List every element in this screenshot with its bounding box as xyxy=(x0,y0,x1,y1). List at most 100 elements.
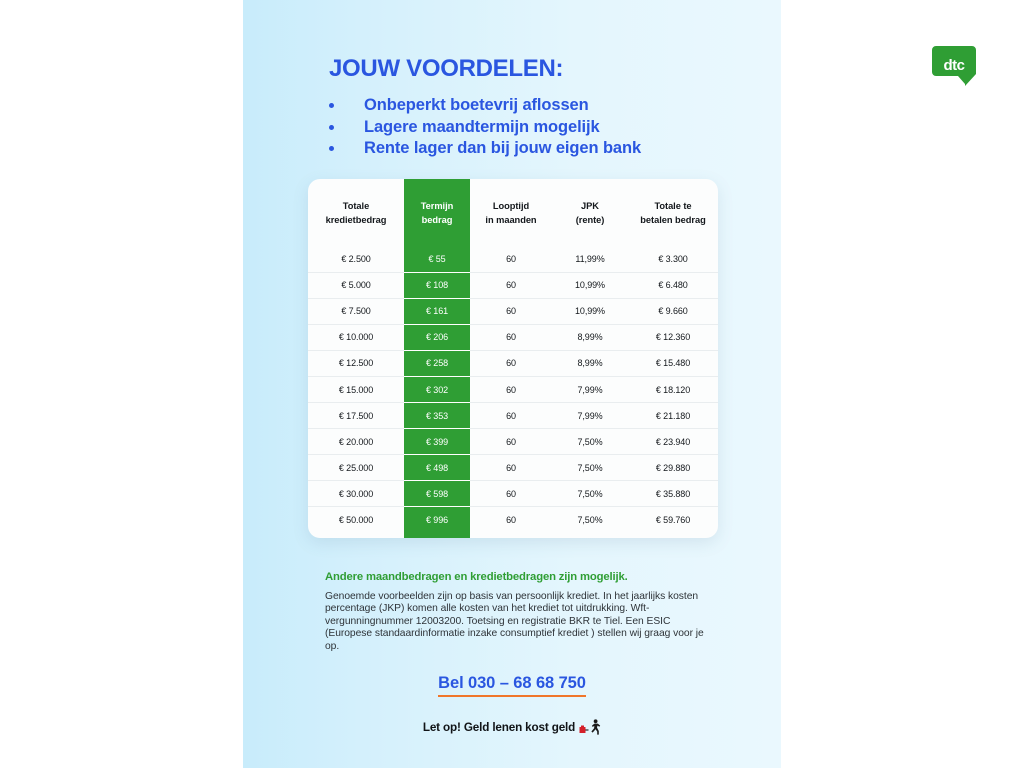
cell-totaal: € 18.120 xyxy=(628,375,718,403)
cell-jkp: 7,50% xyxy=(552,480,628,507)
bullet-icon xyxy=(329,103,334,108)
cell-krediet: € 50.000 xyxy=(308,506,404,534)
cell-totaal: € 3.300 xyxy=(658,253,688,264)
table-row: € 5.000 € 108 60 10,99% € 6.480 xyxy=(308,271,718,299)
cell-totaal: € 35.880 xyxy=(628,480,718,507)
cell-termijn: € 996 xyxy=(404,506,470,534)
header-line-2: betalen bedrag xyxy=(640,214,706,225)
phone-cta[interactable]: Bel 030 – 68 68 750 xyxy=(0,674,1024,697)
cell-jkp: 8,99% xyxy=(552,349,628,377)
cell-jkp: 8,99% xyxy=(552,323,628,351)
list-item: Rente lager dan bij jouw eigen bank xyxy=(329,138,641,160)
cell-krediet: € 17.500 xyxy=(308,402,404,429)
header-line-1: Totale xyxy=(342,200,370,211)
table-row: € 2.500 € 55 60 11,99% € 3.300 xyxy=(308,246,718,272)
table-row: € 10.000 € 206 60 8,99% € 12.360 xyxy=(308,323,718,351)
cell-looptijd: 60 xyxy=(470,506,552,534)
rates-table: Totale kredietbedrag Termijn bedrag Loop… xyxy=(308,179,718,534)
cell-totaal: € 12.360 xyxy=(628,323,718,351)
header-line-1: Termijn xyxy=(420,200,454,211)
cell-looptijd: 60 xyxy=(470,349,552,377)
cell-termijn: € 258 xyxy=(404,349,470,377)
rates-table-body: € 2.500 € 55 60 11,99% € 3.300 € 5.000 €… xyxy=(308,246,718,534)
header-line-2: in maanden xyxy=(485,214,537,225)
cell-krediet: € 20.000 xyxy=(308,428,404,455)
cell-totaal: € 6.480 xyxy=(628,271,718,299)
table-row: € 12.500 € 258 60 8,99% € 15.480 xyxy=(308,349,718,377)
cell-looptijd: 60 xyxy=(506,253,516,264)
list-item: Lagere maandtermijn mogelijk xyxy=(329,117,641,139)
cell-looptijd: 60 xyxy=(470,454,552,481)
list-item: Onbeperkt boetevrij aflossen xyxy=(329,95,641,117)
benefit-label: Onbeperkt boetevrij aflossen xyxy=(364,96,589,114)
cell-termijn: € 206 xyxy=(404,323,470,351)
cell-looptijd: 60 xyxy=(470,297,552,325)
cell-looptijd: 60 xyxy=(470,375,552,403)
cell-krediet: € 25.000 xyxy=(308,454,404,481)
cell-termijn: € 498 xyxy=(404,454,470,481)
header-line-1: Totale te xyxy=(654,200,692,211)
cell-totaal: € 9.660 xyxy=(628,297,718,325)
geld-lenen-kost-geld-icon xyxy=(579,719,601,735)
dtc-logo: dtc xyxy=(932,46,976,91)
cell-krediet: € 7.500 xyxy=(308,297,404,325)
cell-krediet: € 12.500 xyxy=(308,349,404,377)
cell-termijn: € 598 xyxy=(404,480,470,507)
cell-krediet: € 10.000 xyxy=(308,323,404,351)
cell-totaal: € 15.480 xyxy=(628,349,718,377)
phone-number-link[interactable]: Bel 030 – 68 68 750 xyxy=(438,674,586,697)
cell-totaal: € 23.940 xyxy=(628,428,718,455)
footer-disclaimer: Genoemde voorbeelden zijn op basis van p… xyxy=(325,591,704,652)
column-header-krediet: Totale kredietbedrag xyxy=(308,179,404,246)
cell-jkp: 7,99% xyxy=(552,375,628,403)
loan-warning: Let op! Geld lenen kost geld xyxy=(0,719,1024,735)
benefit-label: Lagere maandtermijn mogelijk xyxy=(364,117,600,136)
bullet-icon xyxy=(329,146,334,151)
speech-bubble-icon: dtc xyxy=(932,46,976,86)
header-line-2: kredietbedrag xyxy=(325,214,387,225)
table-row: € 20.000 € 399 60 7,50% € 23.940 xyxy=(308,428,718,455)
loan-warning-label: Let op! Geld lenen kost geld xyxy=(422,721,576,734)
cell-krediet: € 15.000 xyxy=(308,375,404,403)
cell-jkp: 7,50% xyxy=(552,454,628,481)
column-header-totaal: Totale te betalen bedrag xyxy=(628,179,718,246)
cell-totaal: € 29.880 xyxy=(628,454,718,481)
rates-card: Totale kredietbedrag Termijn bedrag Loop… xyxy=(308,179,718,538)
cell-jkp: 7,50% xyxy=(552,506,628,534)
cell-jkp: 7,50% xyxy=(552,428,628,455)
footer-heading: Andere maandbedragen en kredietbedragen … xyxy=(325,571,628,583)
benefits-list: Onbeperkt boetevrij aflossen Lagere maan… xyxy=(329,95,641,160)
cell-krediet: € 30.000 xyxy=(308,480,404,507)
table-row: € 30.000 € 598 60 7,50% € 35.880 xyxy=(308,480,718,507)
cell-jkp: 10,99% xyxy=(552,297,628,325)
cell-jkp: 10,99% xyxy=(552,271,628,299)
table-row: € 15.000 € 302 60 7,99% € 18.120 xyxy=(308,375,718,403)
cell-termijn: € 108 xyxy=(404,271,470,299)
cell-krediet: € 5.000 xyxy=(308,271,404,299)
table-header-row: Totale kredietbedrag Termijn bedrag Loop… xyxy=(308,179,718,246)
cell-looptijd: 60 xyxy=(470,323,552,351)
benefit-label: Rente lager dan bij jouw eigen bank xyxy=(364,139,642,157)
column-header-termijn: Termijn bedrag xyxy=(404,179,470,246)
header-line-1: JPK xyxy=(581,200,599,211)
cell-looptijd: 60 xyxy=(470,428,552,455)
column-header-jkp: JPK (rente) xyxy=(552,179,628,246)
cell-termijn: € 353 xyxy=(404,402,470,429)
bullet-icon xyxy=(329,124,334,130)
column-header-looptijd: Looptijd in maanden xyxy=(470,179,552,246)
svg-text:dtc: dtc xyxy=(944,57,965,74)
cell-termijn: € 399 xyxy=(404,428,470,455)
cell-looptijd: 60 xyxy=(470,480,552,507)
table-row: € 17.500 € 353 60 7,99% € 21.180 xyxy=(308,402,718,429)
table-row: € 7.500 € 161 60 10,99% € 9.660 xyxy=(308,297,718,325)
cell-jkp: 11,99% xyxy=(575,253,605,264)
cell-termijn: € 55 xyxy=(428,253,446,264)
cell-krediet: € 2.500 xyxy=(341,253,371,264)
cell-totaal: € 21.180 xyxy=(628,402,718,429)
header-line-2: (rente) xyxy=(575,214,605,225)
header-line-1: Looptijd xyxy=(492,200,530,211)
cell-jkp: 7,99% xyxy=(552,402,628,429)
table-row: € 25.000 € 498 60 7,50% € 29.880 xyxy=(308,454,718,481)
cell-termijn: € 302 xyxy=(404,375,470,403)
